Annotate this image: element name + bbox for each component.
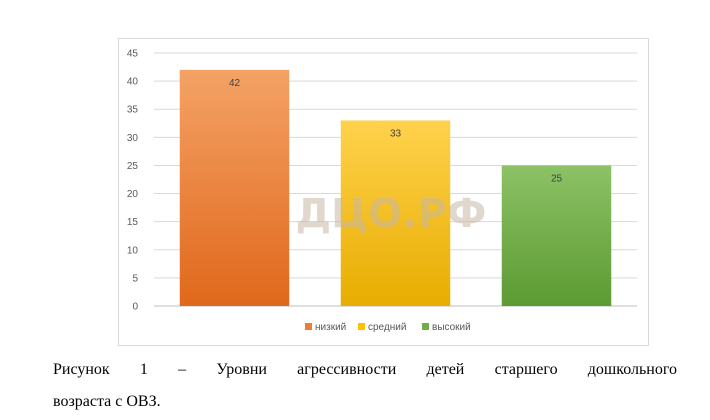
y-tick-label: 30: [127, 133, 139, 144]
legend-label: средний: [368, 322, 406, 333]
figure-caption-line-1: Рисунок 1 – Уровни агрессивности детей с…: [53, 361, 677, 378]
data-label: 25: [551, 173, 563, 184]
data-labels: 42 33 25: [229, 78, 563, 185]
bar-3: [501, 165, 612, 306]
bar-1: [179, 69, 290, 306]
bars: [179, 69, 612, 306]
chart-area: 0 5 10 15 20 25 30 35 40 45 42 33 25 ДЦО.РФ низкий с…: [118, 38, 649, 346]
y-tick-label: 25: [127, 161, 139, 172]
watermark: ДЦО.РФ: [296, 191, 487, 237]
legend-swatch: [358, 323, 365, 330]
y-tick-label: 5: [132, 273, 138, 284]
data-label: 33: [390, 128, 402, 139]
data-label: 42: [229, 78, 241, 89]
bar-chart: 0 5 10 15 20 25 30 35 40 45 42 33 25 ДЦО.РФ низкий с…: [127, 49, 637, 333]
y-tick-label: 10: [127, 245, 139, 256]
bar-2: [340, 120, 451, 306]
legend: низкий средний высокий: [305, 322, 471, 333]
y-tick-label: 45: [127, 49, 139, 60]
y-tick-label: 35: [127, 105, 139, 116]
y-tick-label: 0: [132, 302, 138, 313]
y-axis-ticks: 0 5 10 15 20 25 30 35 40 45: [127, 49, 139, 313]
y-tick-label: 20: [127, 189, 139, 200]
legend-swatch: [422, 323, 429, 330]
figure-caption-line-2: возраста с ОВЗ.: [53, 393, 161, 410]
legend-label: высокий: [432, 322, 471, 333]
y-tick-label: 15: [127, 217, 139, 228]
legend-label: низкий: [315, 322, 346, 333]
legend-swatch: [305, 323, 312, 330]
y-tick-label: 40: [127, 77, 139, 88]
